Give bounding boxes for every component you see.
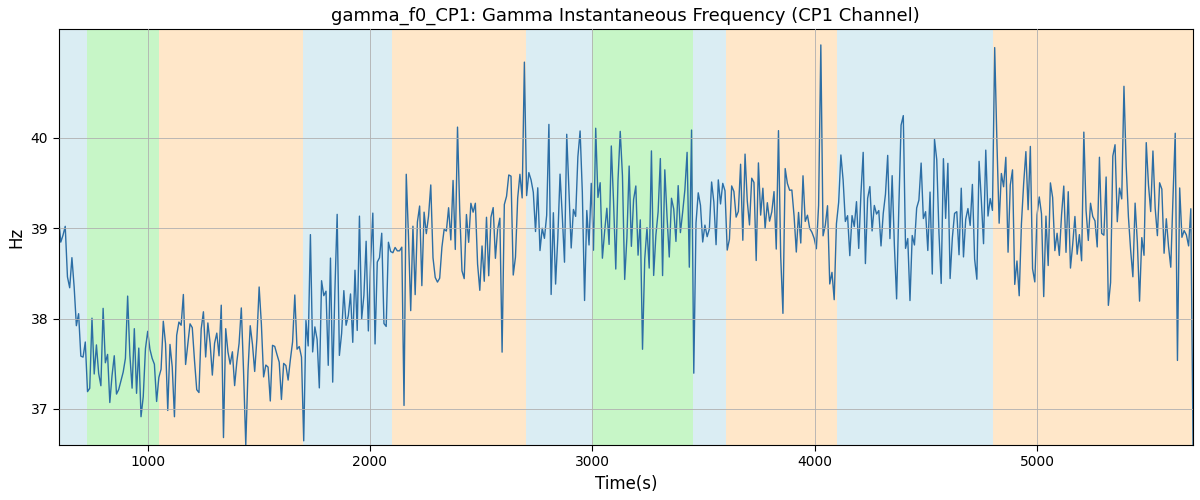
Bar bbox=[526, 30, 593, 445]
Bar bbox=[838, 30, 992, 445]
Bar bbox=[726, 30, 838, 445]
Title: gamma_f0_CP1: Gamma Instantaneous Frequency (CP1 Channel): gamma_f0_CP1: Gamma Instantaneous Freque… bbox=[331, 7, 920, 25]
Y-axis label: Hz: Hz bbox=[7, 226, 25, 248]
Bar bbox=[593, 30, 692, 445]
Bar bbox=[158, 30, 304, 445]
Bar bbox=[88, 30, 158, 445]
Bar bbox=[392, 30, 526, 445]
Bar bbox=[304, 30, 392, 445]
Bar bbox=[692, 30, 726, 445]
Bar bbox=[59, 30, 88, 445]
Bar bbox=[992, 30, 1193, 445]
X-axis label: Time(s): Time(s) bbox=[594, 475, 658, 493]
